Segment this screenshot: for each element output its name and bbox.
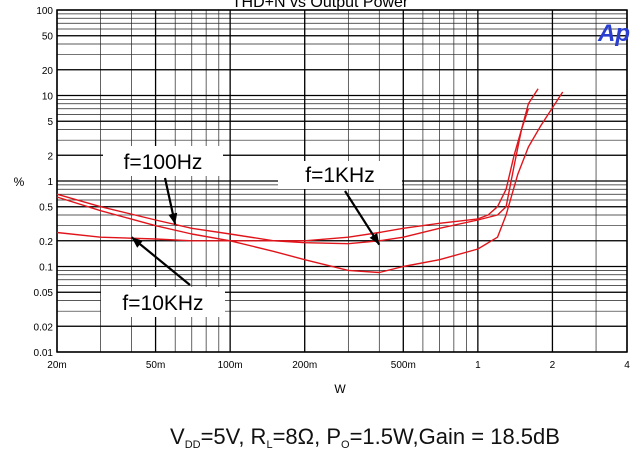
annotation-box-f-1khz: [278, 161, 402, 189]
y-tick-label: 100: [36, 6, 53, 17]
annotation-arrowhead-f-10khz: [131, 237, 143, 248]
x-axis-label: W: [334, 382, 346, 396]
annotation-label-f-1khz: f=1KHz: [305, 164, 374, 187]
x-tick-label: 2: [550, 360, 556, 371]
cond-v: V: [170, 424, 185, 449]
annotations: f=100Hz f=1KHz f=10KHz: [101, 146, 402, 317]
chart-title: THD+N vs Output Power: [232, 0, 409, 11]
y-tick-label: 0.2: [39, 237, 53, 248]
test-conditions: VDD=5V, RL=8Ω, PO=1.5W,Gain = 18.5dB: [170, 420, 640, 454]
ap-logo: Ap: [597, 20, 630, 47]
cond-r: R: [250, 424, 267, 449]
annotation-label-f-10khz: f=10KHz: [122, 292, 203, 315]
y-tick-label: 5: [47, 117, 53, 128]
annotation-box-f-100hz: [103, 146, 223, 176]
x-tick-label: 50m: [146, 360, 165, 371]
annotation-arrowhead-f-100hz: [168, 212, 178, 225]
tick-labels: 20m 50m 100m 200m 500m 1 2 4 0.01 0.02 0.05 0.1 0.2 0…: [34, 6, 631, 371]
cond-p: P: [326, 424, 342, 449]
y-tick-label: 0.5: [39, 203, 53, 214]
y-tick-label: 2: [47, 151, 53, 162]
cond-v-sub: DD: [184, 439, 201, 451]
x-tick-label: 4: [624, 360, 630, 371]
x-tick-label: 100m: [218, 360, 243, 371]
series-line-f-100hz: [56, 88, 539, 245]
cond-r-val: =8Ω,: [272, 424, 327, 449]
x-tick-label: 1: [475, 360, 481, 371]
y-tick-label: 0.01: [34, 348, 54, 359]
annotation-arrowhead-f-1khz: [369, 233, 380, 245]
series-line-f-10khz: [56, 108, 530, 242]
y-tick-label: 0.1: [39, 263, 53, 274]
plot-frame: [56, 9, 628, 353]
annotation-label-f-100hz: f=100Hz: [124, 151, 203, 174]
y-tick-label: 0.05: [34, 288, 54, 299]
y-axis-label: %: [14, 175, 25, 189]
y-tick-label: 1: [47, 177, 53, 188]
cond-p-sub: O: [341, 439, 350, 451]
x-tick-label: 200m: [292, 360, 317, 371]
y-tick-label: 10: [42, 92, 54, 103]
cond-v-val: =5V,: [200, 424, 251, 449]
y-tick-label: 20: [42, 66, 54, 77]
y-tick-label: 50: [42, 32, 54, 43]
series-line-f-1khz: [56, 91, 564, 274]
annotation-box-f-10khz: [101, 287, 225, 317]
y-tick-label: 0.02: [34, 322, 54, 333]
series-lines: [56, 88, 564, 274]
annotation-arrow-f-10khz: [130, 236, 191, 286]
x-tick-label: 20m: [47, 360, 66, 371]
cond-p-val: =1.5W,Gain = 18.5dB: [349, 424, 560, 449]
cond-r-sub: L: [266, 439, 273, 451]
x-tick-label: 500m: [391, 360, 416, 371]
